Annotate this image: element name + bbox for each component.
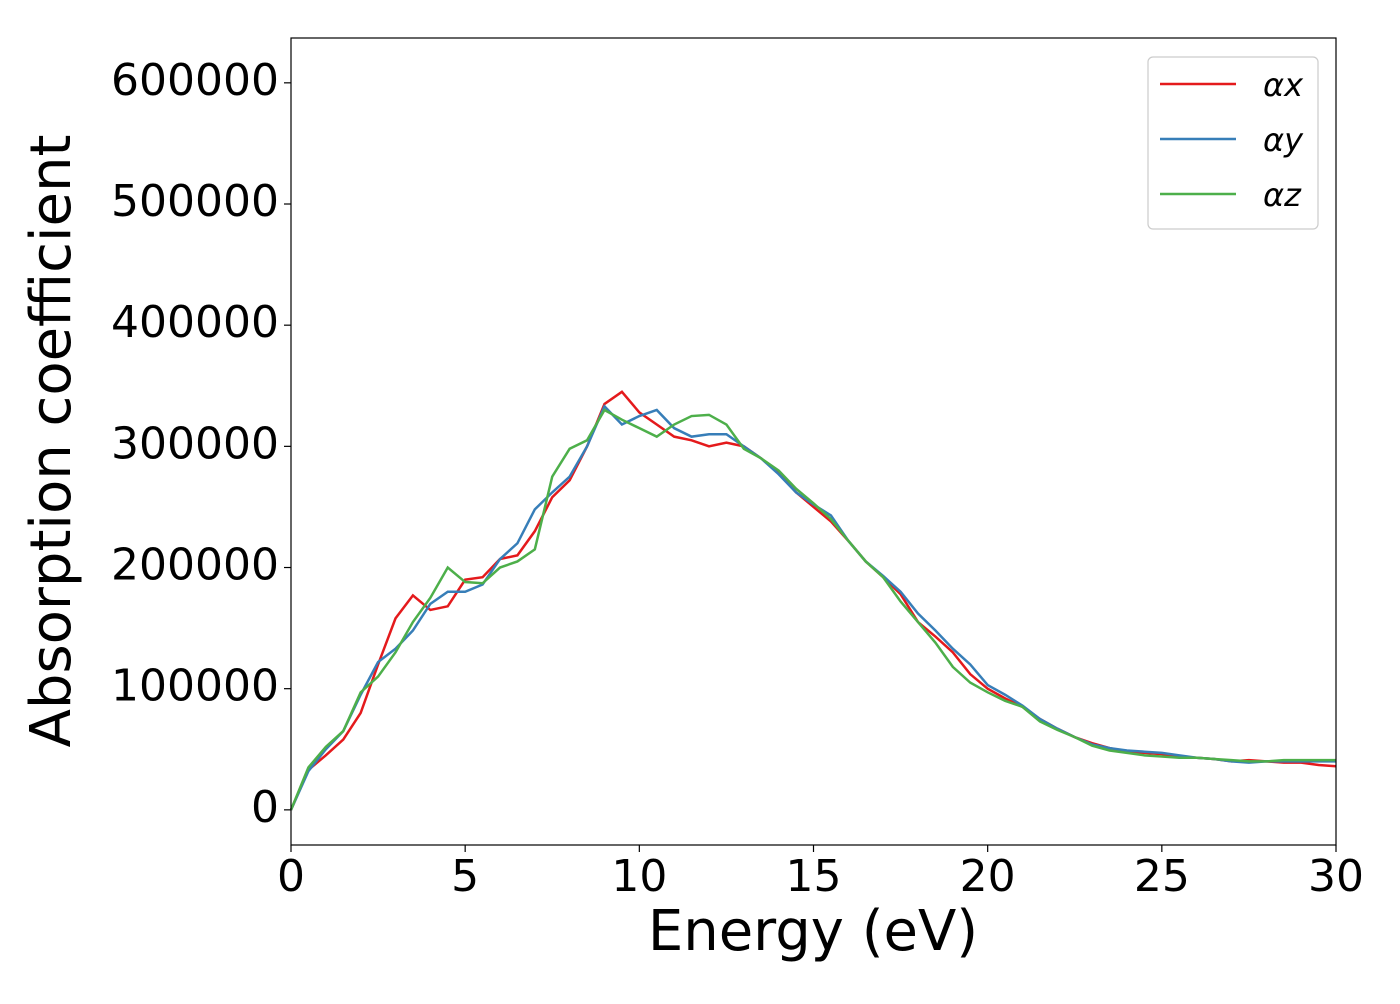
legend-box [1147, 56, 1319, 230]
y-tick-label: 400000 [111, 297, 279, 348]
y-tick-label: 600000 [111, 55, 279, 106]
y-axis-label: Absorption coefficient [19, 135, 84, 748]
x-tick-label: 10 [611, 851, 667, 902]
x-tick-label: 15 [786, 851, 842, 902]
x-tick-label: 20 [960, 851, 1016, 902]
x-axis-label: Energy (eV) [648, 899, 978, 964]
x-tick-label: 25 [1134, 851, 1190, 902]
line [289, 390, 1337, 811]
line [289, 404, 1336, 811]
x-tick-label: 0 [277, 851, 305, 902]
y-tick-label: 100000 [111, 661, 279, 712]
legend-label: αy [1263, 121, 1304, 159]
x-tick-label: 5 [451, 851, 479, 902]
legend-label: αz [1263, 176, 1302, 214]
y-tick-label: 500000 [111, 176, 279, 227]
y-tick-label: 0 [251, 782, 279, 833]
y-tick-label: 200000 [111, 540, 279, 591]
y-tick-label: 300000 [111, 418, 279, 469]
plot-frame [290, 37, 1337, 846]
legend-label: αx [1263, 66, 1304, 104]
line [289, 408, 1336, 811]
x-tick-label: 30 [1308, 851, 1364, 902]
